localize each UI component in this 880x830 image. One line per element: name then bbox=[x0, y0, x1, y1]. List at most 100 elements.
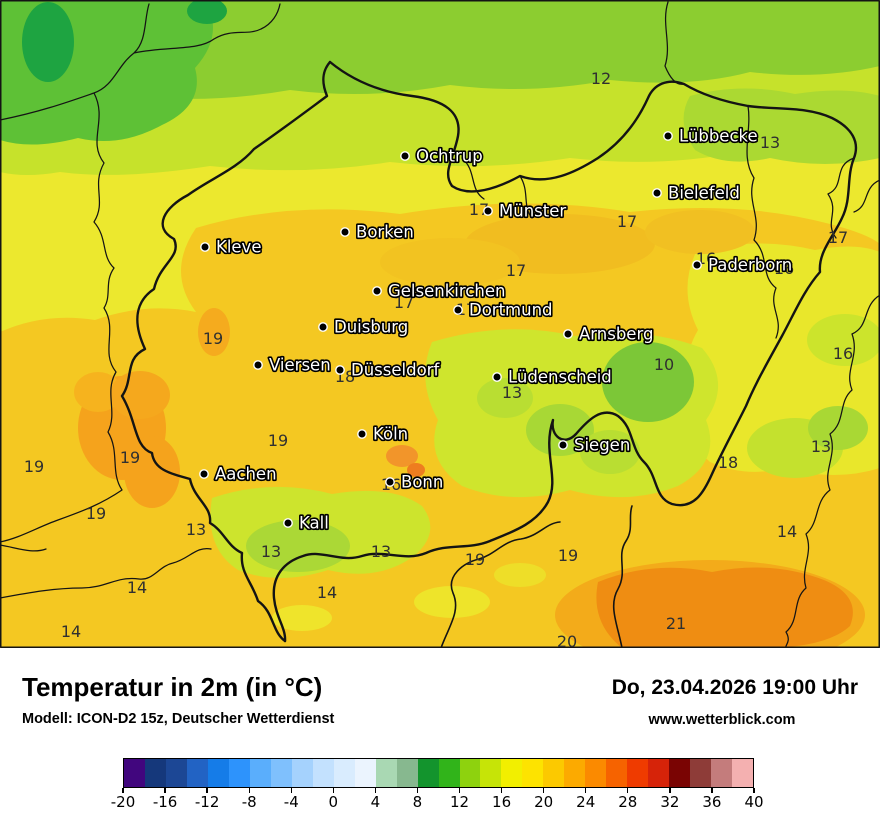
temperature-colorbar bbox=[123, 758, 754, 788]
colorbar-tick-labels: -20 -16 -12 -8 -4 0 4 8 12 16 20 24 28 32 36 40 bbox=[111, 788, 764, 814]
colorbar-segment bbox=[606, 759, 628, 787]
colorbar-tick bbox=[711, 788, 713, 793]
city-label: Düsseldorf bbox=[351, 361, 440, 380]
colorbar-segment bbox=[312, 759, 334, 787]
city-marker-borken: Borken bbox=[340, 221, 415, 243]
colorbar-tick bbox=[542, 788, 545, 793]
colorbar-tick bbox=[669, 788, 671, 793]
temperature-label: 13 bbox=[502, 383, 522, 402]
temperature-label: 19 bbox=[24, 457, 44, 476]
temperature-label: 17 bbox=[456, 300, 476, 319]
temperature-label: 16 bbox=[774, 259, 794, 278]
city-marker-paderborn: Paderborn bbox=[692, 254, 794, 276]
colorbar-segment bbox=[711, 759, 733, 787]
city-dot bbox=[400, 151, 410, 161]
colorbar-segment bbox=[396, 759, 418, 787]
city-label: Dortmund bbox=[469, 301, 553, 320]
colorbar-tick-label: 16 bbox=[492, 793, 512, 811]
colorbar-segment bbox=[543, 759, 565, 787]
city-dot bbox=[492, 372, 502, 382]
website-credit: www.wetterblick.com bbox=[648, 712, 796, 728]
city-label: Bielefeld bbox=[668, 184, 740, 203]
temperature-label: 17 bbox=[617, 212, 637, 231]
temperature-label: 17 bbox=[828, 228, 848, 247]
page-title: Temperatur in 2m (in °C) bbox=[22, 672, 323, 702]
city-dot bbox=[283, 518, 293, 528]
city-marker-bonn: Bonn bbox=[385, 471, 445, 493]
colorbar-segment bbox=[522, 759, 544, 787]
temperature-label: 14 bbox=[777, 522, 797, 541]
city-marker-kleve: Kleve bbox=[200, 236, 263, 258]
colorbar-tick bbox=[458, 788, 461, 793]
colorbar-tick-label: -8 bbox=[241, 793, 257, 811]
city-label: Viersen bbox=[269, 356, 331, 375]
city-dot bbox=[200, 242, 210, 252]
city-dot bbox=[385, 477, 395, 487]
colorbar-tick bbox=[290, 788, 292, 793]
city-dot bbox=[663, 131, 673, 141]
city-dot bbox=[318, 322, 328, 332]
colorbar-segment bbox=[438, 759, 460, 787]
temperature-label: 13 bbox=[261, 542, 281, 561]
city-dot bbox=[563, 329, 573, 339]
colorbar-tick bbox=[753, 788, 755, 793]
colorbar-segment bbox=[648, 759, 670, 787]
colorbar-segment bbox=[459, 759, 481, 787]
colorbar-segment bbox=[165, 759, 187, 787]
city-marker-duesseldorf: Düsseldorf bbox=[335, 359, 442, 381]
colorbar-tick-label: 8 bbox=[412, 793, 423, 811]
colorbar-tick-label: -12 bbox=[194, 793, 220, 811]
city-label: Paderborn bbox=[708, 256, 792, 275]
temperature-field bbox=[0, 0, 880, 648]
temperature-label: 17 bbox=[394, 293, 414, 312]
city-label: Siegen bbox=[574, 436, 630, 455]
colorbar-segment bbox=[417, 759, 439, 787]
city-label: Gelsenkirchen bbox=[388, 282, 505, 301]
city-label: Arnsberg bbox=[579, 325, 653, 344]
city-marker-luebbecke: Lübbecke bbox=[663, 125, 759, 147]
forecast-datetime: Do, 23.04.2026 19:00 Uhr bbox=[611, 676, 858, 699]
temperature-label: 19 bbox=[203, 329, 223, 348]
temperature-label: 20 bbox=[557, 632, 577, 648]
temperature-label: 12 bbox=[591, 69, 611, 88]
city-label: Ochtrup bbox=[416, 147, 483, 166]
temperature-label: 13 bbox=[371, 542, 391, 561]
colorbar-segment bbox=[480, 759, 502, 787]
city-dot bbox=[558, 440, 568, 450]
city-dot bbox=[253, 360, 263, 370]
colorbar-segment bbox=[333, 759, 355, 787]
temperature-label: 17 bbox=[469, 200, 489, 219]
city-marker-viersen: Viersen bbox=[253, 354, 332, 376]
city-marker-ochtrup: Ochtrup bbox=[400, 145, 484, 167]
colorbar-tick-label: -16 bbox=[152, 793, 178, 811]
colorbar-segment bbox=[627, 759, 649, 787]
city-dot bbox=[483, 206, 493, 216]
city-dot bbox=[335, 365, 345, 375]
city-dot bbox=[372, 286, 382, 296]
temperature-label: 13 bbox=[186, 520, 206, 539]
colorbar-tick bbox=[416, 788, 419, 793]
colorbar-tick bbox=[627, 788, 629, 793]
colorbar-segment bbox=[207, 759, 229, 787]
city-label: Kleve bbox=[216, 238, 261, 257]
temperature-map: 12 13 17 17 17 16 16 17 17 17 19 16 10 18 13 19 13 19 18 19… bbox=[0, 0, 880, 648]
colorbar-segment bbox=[144, 759, 166, 787]
temperature-label: 21 bbox=[666, 614, 686, 633]
temperature-label: 13 bbox=[811, 437, 831, 456]
city-label: Lübbecke bbox=[679, 127, 758, 146]
temperature-label: 14 bbox=[61, 622, 81, 641]
colorbar-segment bbox=[354, 759, 376, 787]
city-marker-dortmund: Dortmund bbox=[453, 299, 554, 321]
city-label: Köln bbox=[373, 425, 408, 444]
city-marker-siegen: Siegen bbox=[558, 434, 632, 456]
colorbar-tick bbox=[164, 788, 166, 793]
colorbar-tick bbox=[500, 788, 503, 793]
colorbar-segment bbox=[564, 759, 586, 787]
city-label: Aachen bbox=[215, 465, 277, 484]
city-dot bbox=[692, 260, 702, 270]
temperature-label: 10 bbox=[654, 355, 674, 374]
colorbar-segment bbox=[732, 759, 754, 787]
temperature-label: 16 bbox=[833, 344, 853, 363]
temperature-label: 18 bbox=[718, 453, 738, 472]
